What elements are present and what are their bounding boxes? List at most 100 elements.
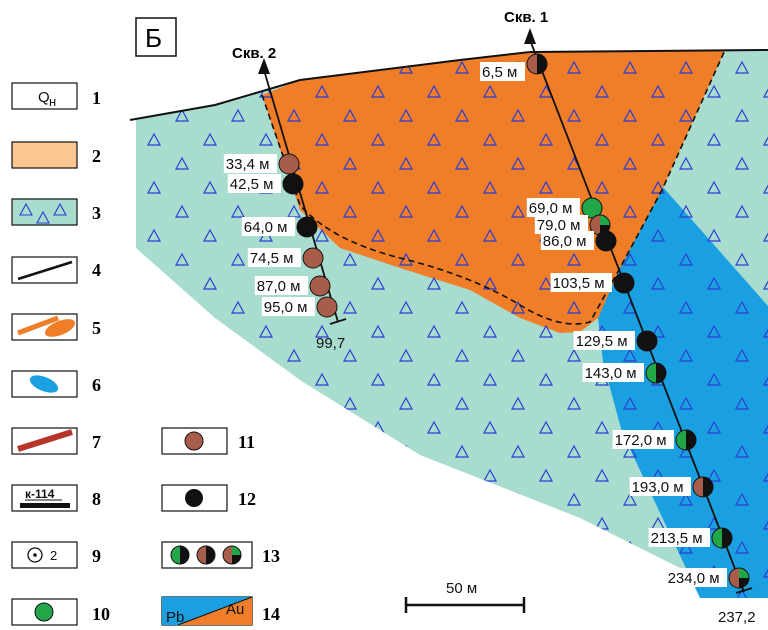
legend-num-11: 11 (238, 432, 255, 452)
well2-sample-marker (302, 247, 324, 269)
legend: Q н 1 2 3 4 5 6 7 к-114 8 (11, 82, 280, 626)
legend-box-6 (11, 370, 78, 398)
orange-body-pattern (262, 50, 725, 333)
legend-box-1 (11, 82, 78, 110)
well1-sample-label: 6,5 м (480, 62, 525, 81)
legend-num-4: 4 (92, 260, 101, 280)
legend-num-9: 9 (92, 546, 101, 566)
legend-box-3 (11, 198, 78, 226)
legend-13-marker-green-black (170, 545, 190, 565)
well1-sample-label-text: 69,0 м (529, 200, 573, 217)
well1-sample-label: 143,0 м (582, 363, 644, 382)
well1-sample-label: 79,0 м (534, 215, 588, 234)
blue-zone-pattern (598, 186, 768, 598)
legend-13-marker-brown-black (196, 545, 216, 565)
well2-sample-label: 74,5 м (247, 248, 301, 267)
well2-sample-label-text: 42,5 м (230, 176, 274, 193)
well1-name: Скв. 1 (504, 9, 548, 26)
contact-boundary (261, 49, 726, 325)
well2-sample-label-text: 74,5 м (250, 250, 294, 267)
well2-sample-label-text: 87,0 м (257, 278, 301, 295)
legend-num-13: 13 (262, 546, 280, 566)
legend-num-5: 5 (92, 318, 101, 338)
well2-name: Скв. 2 (232, 45, 276, 62)
well2-sample-label: 42,5 м (227, 174, 281, 193)
well1-sample-label-text: 213,5 м (651, 530, 703, 547)
legend-num-1: 1 (92, 88, 101, 108)
well1-sample-marker (645, 362, 667, 384)
well1-sample-marker (595, 230, 617, 252)
well1-sample-label-text: 234,0 м (668, 570, 720, 587)
legend-num-14: 14 (262, 604, 280, 624)
legend-num-3: 3 (92, 203, 101, 223)
well1-sample-label-text: 86,0 м (543, 233, 587, 250)
well1-sample-marker (728, 567, 750, 589)
legend-num-6: 6 (92, 375, 101, 395)
well1-sample-label-text: 193,0 м (632, 479, 684, 496)
panel-label: Б (145, 23, 162, 53)
well1-end-depth: 237,2 (718, 609, 756, 626)
legend-14-pb: Pb (166, 609, 184, 626)
well2-sample-marker (316, 296, 338, 318)
well1-sample-label: 103,5 м (550, 273, 612, 292)
legend-num-7: 7 (92, 432, 101, 452)
well1-sample-marker (692, 476, 714, 498)
well1-sample-marker (613, 272, 635, 294)
well1-sample-label: 86,0 м (540, 231, 594, 250)
well2-sample-marker (309, 275, 331, 297)
well1-sample-label-text: 6,5 м (482, 64, 517, 81)
well2-sample-label-text: 33,4 м (226, 156, 270, 173)
well1-sample-marker (636, 330, 658, 352)
well1-arrow (524, 28, 536, 44)
well1-sample-marker (675, 429, 697, 451)
well1-sample-label: 129,5 м (573, 331, 635, 350)
well1-sample-label-text: 129,5 м (576, 333, 628, 350)
scale-bar: 50 м (404, 580, 526, 613)
legend-9-symbol: 2 (50, 548, 57, 563)
legend-num-2: 2 (92, 146, 101, 166)
well2-sample-label: 87,0 м (254, 276, 308, 295)
legend-14-au: Au (226, 601, 244, 618)
well2-sample-label: 33,4 м (223, 154, 277, 173)
legend-13-marker-brown-green-black (222, 545, 242, 565)
well2-sample-marker (282, 173, 304, 195)
well1-sample-label-text: 103,5 м (553, 275, 605, 292)
legend-num-12: 12 (238, 489, 256, 509)
well1-sample-label-text: 172,0 м (615, 432, 667, 449)
legend-box-9 (11, 541, 78, 569)
legend-box-2 (11, 141, 78, 169)
well1-sample-label: 193,0 м (629, 477, 691, 496)
well2-sample-marker (278, 153, 300, 175)
well1-sample-marker (581, 197, 603, 219)
well1-samples: 6,5 м 69,0 м79,0 м86,0 м 103,5 м 129,5 м 143… (480, 53, 750, 589)
scale-bar-label: 50 м (446, 580, 477, 597)
well1-sample-marker (526, 53, 548, 75)
well1-trace (529, 39, 745, 593)
legend-num-8: 8 (92, 489, 101, 509)
well2-end-tick (329, 318, 347, 325)
well1-sample-label-text: 79,0 м (537, 217, 581, 234)
legend-1-symbol: Q (38, 89, 50, 106)
well1-sample-marker (711, 527, 733, 549)
legend-num-10: 10 (92, 604, 110, 624)
legend-13-markers (170, 545, 242, 565)
well2-sample-marker (296, 216, 318, 238)
well2-sample-label: 95,0 м (261, 297, 315, 316)
well1-end-tick (735, 587, 753, 594)
well1-sample-label: 213,5 м (648, 528, 710, 547)
panel-label-box (135, 17, 177, 57)
well1-sample-label: 172,0 м (612, 430, 674, 449)
well1-sample-label-text: 143,0 м (585, 365, 637, 382)
legend-1-symbol-sub: н (49, 94, 56, 109)
ground-surface (129, 49, 768, 121)
well1-sample-label: 69,0 м (526, 198, 580, 217)
well2-arrow (258, 58, 270, 74)
well2-samples: 33,4 м 42,5 м 64,0 м 74,5 м 87,0 м 95,0 м (223, 153, 338, 318)
legend-8-symbol: к-114 (25, 487, 55, 501)
well2-sample-label-text: 64,0 м (244, 219, 288, 236)
well2-sample-label: 64,0 м (241, 217, 295, 236)
well1-sample-label: 234,0 м (665, 568, 727, 587)
well2-end-depth: 99,7 (316, 335, 345, 352)
well2-sample-label-text: 95,0 м (264, 299, 308, 316)
